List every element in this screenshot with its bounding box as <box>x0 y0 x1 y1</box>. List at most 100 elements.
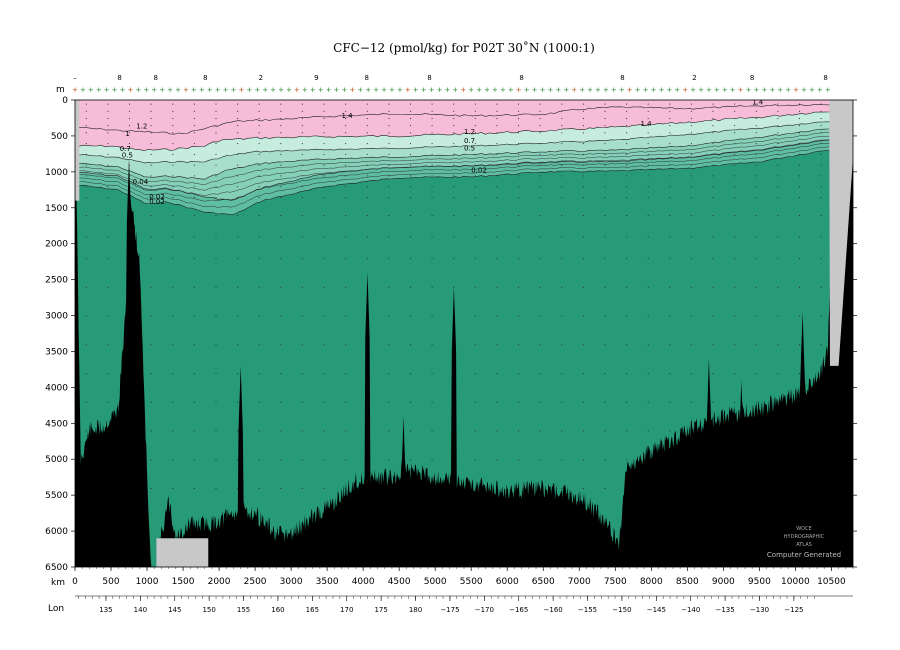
sample-dot <box>431 215 433 216</box>
sample-dot <box>388 103 390 105</box>
station-plus: + <box>72 86 78 94</box>
sample-dot <box>258 236 260 238</box>
sample-dot <box>518 164 519 166</box>
station-plus: + <box>619 86 625 94</box>
sample-dot <box>193 197 195 198</box>
x-tick-label: 9500 <box>748 577 771 587</box>
sample-dot <box>215 164 217 166</box>
sample-dot <box>820 132 822 134</box>
sample-dot <box>647 286 649 288</box>
sample-dot <box>280 118 282 119</box>
sample-dot <box>496 175 498 177</box>
sample-dot <box>777 186 779 188</box>
sample-dot <box>431 103 433 105</box>
sample-dot <box>755 153 757 155</box>
sample-dot <box>626 197 628 198</box>
sample-dot <box>193 315 195 317</box>
sample-dot <box>150 286 152 288</box>
sample-dot <box>604 344 606 346</box>
sample-dot <box>518 459 519 461</box>
sample-dot <box>215 315 217 317</box>
station-plus: + <box>579 86 585 94</box>
station-plus: + <box>215 86 221 94</box>
station-plus: + <box>674 86 680 94</box>
station-plus: + <box>381 86 387 94</box>
sample-dot <box>604 215 606 216</box>
sample-dot <box>85 401 87 403</box>
sample-dot <box>474 110 476 112</box>
lon-tick-label: 160 <box>271 606 284 614</box>
sample-dot <box>258 143 260 145</box>
lon-tick-label: 135 <box>99 606 112 614</box>
sample-dot <box>237 459 239 461</box>
sample-dot <box>193 110 195 112</box>
sample-dot <box>107 143 109 145</box>
sample-dot <box>647 197 649 198</box>
sample-dot <box>474 430 476 432</box>
sample-dot <box>799 258 800 260</box>
sample-dot <box>323 373 325 374</box>
sample-dot <box>518 153 519 155</box>
sample-dot <box>301 175 303 177</box>
sample-dot <box>172 197 174 198</box>
contour-label: 1 <box>125 130 129 138</box>
sample-dot <box>518 344 519 346</box>
sample-dot <box>777 344 779 346</box>
sample-dot <box>280 164 282 166</box>
stamp-line-2: HYDROGRAPHIC <box>784 534 825 540</box>
sample-dot <box>561 103 563 105</box>
station-plus: + <box>722 86 728 94</box>
sample-dot <box>107 132 109 134</box>
station-plus: + <box>730 86 736 94</box>
sample-dot <box>237 373 239 374</box>
sample-dot <box>626 132 628 134</box>
sample-dot <box>690 344 692 346</box>
sample-dot <box>518 401 519 403</box>
sample-dot <box>366 125 368 127</box>
sample-dot <box>193 215 195 216</box>
sample-dot <box>215 286 217 288</box>
sample-dot <box>388 143 390 145</box>
sample-dot <box>301 401 303 403</box>
sample-dot <box>388 459 390 461</box>
sample-dot <box>690 215 692 216</box>
sample-dot <box>777 258 779 260</box>
contour-lines <box>75 103 853 216</box>
sample-dot <box>647 125 649 127</box>
sample-dot <box>366 143 368 145</box>
sample-dot <box>755 186 757 188</box>
sample-dot <box>172 344 174 346</box>
sample-dot <box>539 236 541 238</box>
sample-dot <box>474 488 476 489</box>
sample-dot <box>172 401 174 403</box>
sample-dot <box>712 315 714 317</box>
sample-dot <box>777 125 779 127</box>
contour-line <box>75 134 853 191</box>
sample-dot <box>107 197 109 198</box>
station-plus: + <box>270 86 276 94</box>
sample-dot <box>172 143 174 145</box>
station-plus: + <box>373 86 379 94</box>
lon-tick-label: −165 <box>509 606 528 614</box>
sample-dot <box>539 459 541 461</box>
lon-tick-label: −145 <box>647 606 666 614</box>
sample-dot <box>474 286 476 288</box>
sample-dot <box>323 132 325 134</box>
y-tick-label: 5500 <box>45 491 68 501</box>
sample-dot <box>258 118 260 119</box>
station-plus: + <box>484 86 490 94</box>
sample-dot <box>734 153 736 155</box>
sample-dot <box>496 315 498 317</box>
sample-dot <box>755 401 757 403</box>
sample-dot <box>799 215 800 216</box>
sample-dot <box>604 143 606 145</box>
sample-dot <box>215 197 217 198</box>
station-plus: + <box>88 86 94 94</box>
sample-dot <box>561 236 563 238</box>
sample-dot <box>301 132 303 134</box>
sample-dot <box>734 110 736 112</box>
contour-line <box>75 119 853 164</box>
contour-line <box>75 148 853 216</box>
sample-dot <box>604 315 606 317</box>
